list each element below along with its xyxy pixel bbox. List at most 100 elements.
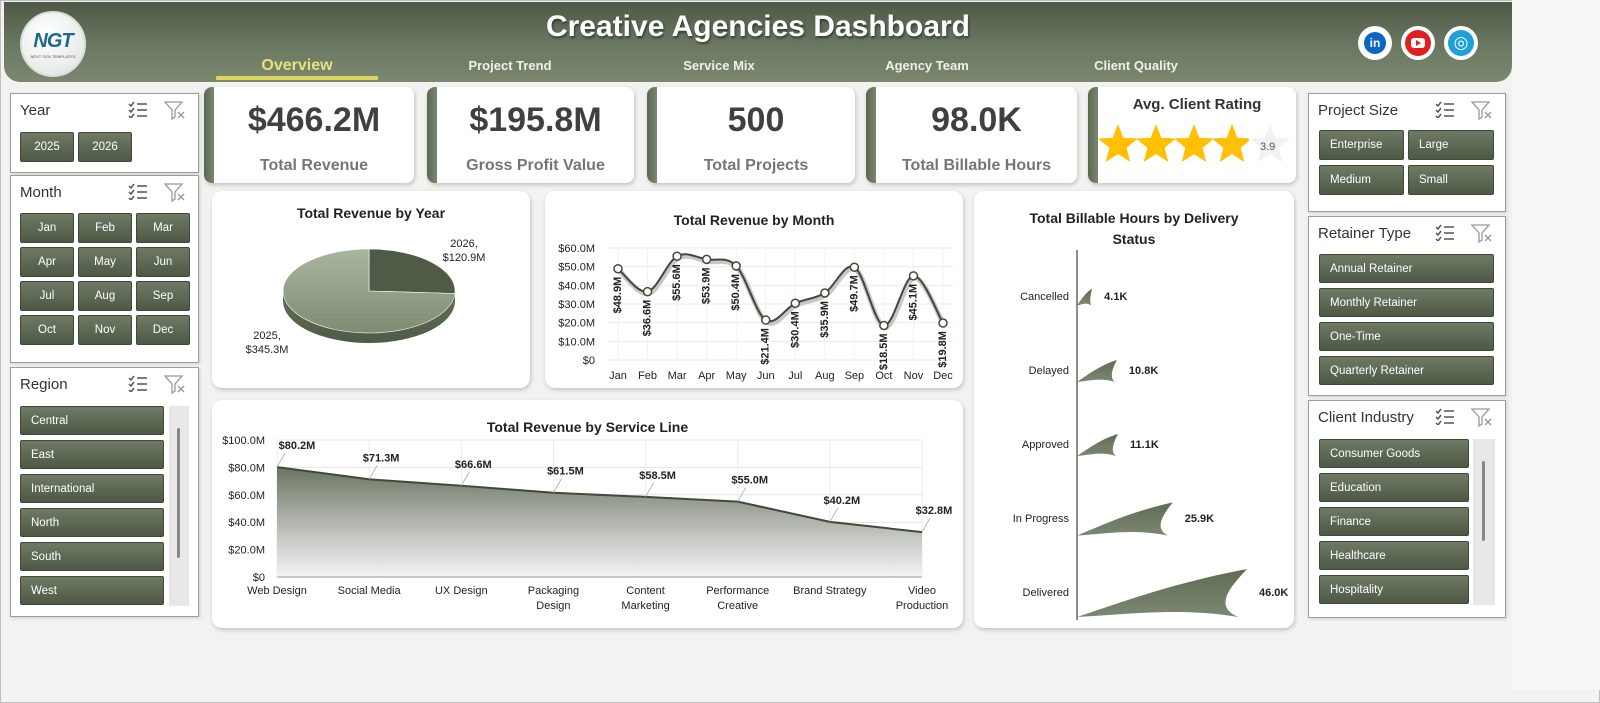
slicer-btn-2026[interactable]: 2026 bbox=[78, 132, 132, 162]
header-bar: NGT NEXT GEN TEMPLATES Creative Agencies… bbox=[4, 2, 1512, 82]
billable-hours-panel: Total Billable Hours by Delivery Status … bbox=[974, 191, 1294, 628]
tab-overview[interactable]: Overview bbox=[261, 57, 333, 74]
multi-select-icon[interactable] bbox=[1435, 223, 1455, 243]
region-scrollbar[interactable] bbox=[169, 406, 189, 606]
y-tick-label: $0 bbox=[583, 355, 595, 367]
slicer-btn-international[interactable]: International bbox=[20, 474, 164, 503]
x-tick-label: Mar bbox=[668, 370, 687, 382]
slicer-btn-annual-retainer[interactable]: Annual Retainer bbox=[1319, 254, 1494, 283]
x-tick-label: Production bbox=[896, 600, 949, 612]
slicer-btn-aug[interactable]: Aug bbox=[78, 281, 132, 311]
x-tick-label: May bbox=[726, 370, 747, 382]
multi-select-icon[interactable] bbox=[128, 100, 148, 120]
slicer-btn-finance[interactable]: Finance bbox=[1319, 507, 1469, 536]
slicer-btn-consumer-goods[interactable]: Consumer Goods bbox=[1319, 439, 1469, 468]
line-point bbox=[879, 320, 889, 331]
scrollbar-thumb[interactable] bbox=[177, 428, 180, 558]
right-margin bbox=[1512, 0, 1600, 690]
scrollbar-thumb[interactable] bbox=[1482, 461, 1485, 541]
slicer-btn-monthly-retainer[interactable]: Monthly Retainer bbox=[1319, 288, 1494, 317]
kpi-label: Total Projects bbox=[703, 157, 809, 174]
slicer-btn-large[interactable]: Large bbox=[1408, 130, 1494, 160]
line-point bbox=[938, 318, 948, 328]
slicer-btn-west[interactable]: West bbox=[20, 576, 164, 605]
project-size-slicer-title: Project Size bbox=[1318, 102, 1399, 119]
clear-filter-icon[interactable] bbox=[1471, 223, 1493, 243]
x-tick-label: Jul bbox=[788, 370, 802, 382]
line-point bbox=[731, 261, 741, 271]
slicer-btn-hospitality[interactable]: Hospitality bbox=[1319, 575, 1469, 604]
year-slicer: Year 2025 2026 bbox=[10, 93, 199, 173]
multi-select-icon[interactable] bbox=[128, 182, 148, 202]
line-point bbox=[908, 271, 919, 281]
chart-title-line-1: Total Billable Hours by Delivery bbox=[1029, 210, 1239, 226]
slicer-btn-may[interactable]: May bbox=[78, 247, 132, 277]
slicer-btn-healthcare[interactable]: Healthcare bbox=[1319, 541, 1469, 570]
area-data-label: $58.5M bbox=[639, 470, 676, 482]
tab-project-trend[interactable]: Project Trend bbox=[468, 58, 552, 73]
slicer-btn-nov[interactable]: Nov bbox=[78, 315, 132, 345]
clear-filter-icon[interactable] bbox=[1471, 100, 1493, 120]
multi-select-icon[interactable] bbox=[1435, 100, 1455, 120]
tab-client-quality[interactable]: Client Quality bbox=[1094, 58, 1178, 73]
x-tick-label: Video bbox=[908, 585, 936, 597]
bar-data-label: 25.9K bbox=[1185, 513, 1214, 525]
pie-label-2026-year: 2026, bbox=[450, 238, 478, 250]
tab-agency-team[interactable]: Agency Team bbox=[885, 58, 969, 73]
y-tick-label: $20.0M bbox=[228, 545, 265, 557]
clear-filter-icon[interactable] bbox=[164, 374, 186, 394]
slicer-btn-south[interactable]: South bbox=[20, 542, 164, 571]
x-tick-label: Brand Strategy bbox=[793, 585, 867, 597]
clear-filter-icon[interactable] bbox=[1471, 407, 1493, 427]
slicer-btn-dec[interactable]: Dec bbox=[136, 315, 190, 345]
slicer-btn-jun[interactable]: Jun bbox=[136, 247, 190, 277]
x-tick-label: Web Design bbox=[247, 585, 307, 597]
slicer-btn-apr[interactable]: Apr bbox=[20, 247, 74, 277]
logo-subtext: NEXT GEN TEMPLATES bbox=[30, 53, 76, 59]
slicer-btn-mar[interactable]: Mar bbox=[136, 213, 190, 243]
line-data-label: $36.6M bbox=[642, 300, 654, 337]
slicer-btn-enterprise[interactable]: Enterprise bbox=[1319, 130, 1404, 160]
slicer-btn-2025[interactable]: 2025 bbox=[20, 132, 74, 162]
clear-filter-icon[interactable] bbox=[164, 182, 186, 202]
slicer-btn-central[interactable]: Central bbox=[20, 406, 164, 435]
industry-scrollbar[interactable] bbox=[1473, 439, 1495, 605]
tab-service-mix[interactable]: Service Mix bbox=[683, 58, 755, 73]
star-filled bbox=[1174, 124, 1214, 162]
website-icon[interactable]: ◎ bbox=[1444, 26, 1478, 60]
revenue-by-month-chart: $0 $10.0M $20.0M $30.0M $40.0M $50.0M $60.0M Ja… bbox=[558, 243, 953, 382]
multi-select-icon[interactable] bbox=[128, 374, 148, 394]
multi-select-icon[interactable] bbox=[1435, 407, 1455, 427]
x-tick-label: Jun bbox=[757, 370, 775, 382]
slicer-btn-jan[interactable]: Jan bbox=[20, 213, 74, 243]
line-point bbox=[820, 288, 830, 298]
slicer-btn-feb[interactable]: Feb bbox=[78, 213, 132, 243]
linkedin-icon[interactable]: in bbox=[1358, 26, 1392, 60]
revenue-by-service-panel: Total Revenue by Service Line $0 $20.0M $4… bbox=[212, 400, 963, 628]
kpi-total-projects: 500 Total Projects bbox=[647, 87, 855, 183]
slicer-btn-quarterly-retainer[interactable]: Quarterly Retainer bbox=[1319, 356, 1494, 385]
slicer-btn-jul[interactable]: Jul bbox=[20, 281, 74, 311]
leader-line bbox=[553, 478, 562, 493]
slicer-btn-medium[interactable]: Medium bbox=[1319, 165, 1404, 195]
area-data-label: $71.3M bbox=[363, 452, 400, 464]
slicer-btn-education[interactable]: Education bbox=[1319, 473, 1469, 502]
chart-title-line-2: Status bbox=[1112, 231, 1156, 247]
youtube-icon[interactable] bbox=[1401, 26, 1435, 60]
slicer-btn-one-time[interactable]: One-Time bbox=[1319, 322, 1494, 351]
slicer-btn-oct[interactable]: Oct bbox=[20, 315, 74, 345]
slicer-btn-small[interactable]: Small bbox=[1408, 165, 1494, 195]
area-data-label: $32.8M bbox=[916, 505, 953, 517]
slicer-btn-east[interactable]: East bbox=[20, 440, 164, 469]
y-tick-label: $20.0M bbox=[558, 318, 595, 330]
category-label: Cancelled bbox=[1020, 291, 1069, 303]
line-data-label: $30.4M bbox=[789, 311, 801, 348]
slicer-btn-north[interactable]: North bbox=[20, 508, 164, 537]
chart-title: Total Revenue by Service Line bbox=[486, 419, 689, 435]
retainer-type-slicer: Retainer Type Annual Retainer Monthly Re… bbox=[1308, 216, 1506, 396]
active-tab-underline bbox=[216, 76, 378, 80]
clear-filter-icon[interactable] bbox=[164, 100, 186, 120]
slicer-btn-sep[interactable]: Sep bbox=[136, 281, 190, 311]
leader-line bbox=[276, 452, 286, 468]
leader-line bbox=[921, 517, 931, 533]
